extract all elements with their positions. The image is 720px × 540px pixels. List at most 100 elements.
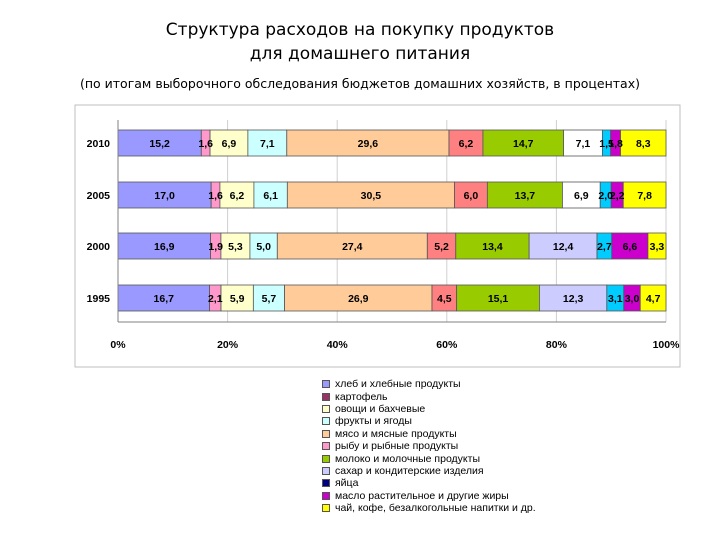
data-label: 2,1 bbox=[208, 293, 223, 305]
data-label: 2,0 bbox=[598, 190, 613, 202]
data-label: 1,8 bbox=[608, 138, 623, 150]
data-label: 15,2 bbox=[149, 138, 170, 150]
data-label: 17,0 bbox=[154, 190, 175, 202]
legend-item: чай, кофе, безалкогольные напитки и др. bbox=[322, 502, 536, 514]
legend-label: хлеб и хлебные продукты bbox=[335, 378, 461, 391]
bar-segment bbox=[647, 232, 667, 260]
chart-subtitle: (по итогам выборочного обследования бюдж… bbox=[79, 76, 640, 91]
data-label: 5,9 bbox=[230, 293, 245, 305]
legend-label: овощи и бахчевые bbox=[335, 402, 426, 415]
data-label: 1,6 bbox=[208, 190, 223, 202]
x-tick-label: 100% bbox=[653, 339, 681, 351]
data-label: 4,5 bbox=[437, 293, 452, 305]
legend-label: мясо и мясные продукты bbox=[335, 427, 457, 440]
data-label: 1,9 bbox=[208, 241, 223, 253]
data-label: 3,0 bbox=[625, 293, 640, 305]
legend-swatch bbox=[322, 442, 330, 451]
legend-label: рыбу и рыбные продукты bbox=[335, 440, 459, 453]
legend-label: чай, кофе, безалкогольные напитки и др. bbox=[335, 502, 536, 515]
legend-swatch bbox=[322, 404, 330, 413]
y-tick-label: 2000 bbox=[87, 241, 111, 253]
chart-title-line-1: Структура расходов на покупку продуктов bbox=[165, 20, 555, 40]
legend-swatch bbox=[322, 479, 330, 488]
bar-segment bbox=[431, 284, 458, 312]
legend-label: молоко и молочные продукты bbox=[335, 452, 480, 465]
data-label: 26,9 bbox=[348, 293, 369, 305]
data-label: 6,6 bbox=[623, 241, 638, 253]
data-label: 13,7 bbox=[515, 190, 536, 202]
bar-segment bbox=[117, 181, 212, 209]
data-label: 6,0 bbox=[464, 190, 479, 202]
legend-swatch bbox=[322, 429, 330, 438]
y-tick-label: 1995 bbox=[87, 293, 111, 305]
legend-swatch bbox=[322, 454, 330, 463]
data-label: 5,7 bbox=[262, 293, 277, 305]
legend-label: картофель bbox=[335, 390, 388, 403]
data-label: 1,6 bbox=[198, 138, 213, 150]
data-label: 7,1 bbox=[576, 138, 591, 150]
legend-swatch bbox=[322, 417, 330, 426]
labels-layer: 15,2 1,6 6,9 7,1 29,6 6,2 14,7 7,1 1,51,8 8,3 17,0… bbox=[149, 138, 664, 305]
bar-segment bbox=[426, 232, 457, 260]
bar-segment bbox=[482, 129, 564, 157]
data-label: 5,2 bbox=[434, 241, 449, 253]
bar-segment bbox=[220, 284, 254, 312]
data-label: 3,1 bbox=[608, 293, 623, 305]
bar-segment bbox=[622, 181, 667, 209]
data-label: 1,5 bbox=[599, 138, 614, 150]
legend-item: молоко и молочные продукты bbox=[322, 452, 536, 465]
legend-item: картофель bbox=[322, 390, 536, 403]
x-tick-label: 0% bbox=[110, 339, 126, 351]
data-label: 4,7 bbox=[646, 293, 661, 305]
stacked-bar-chart: 15,2 1,6 6,9 7,1 29,6 6,2 14,7 7,1 1,51,8 8,3 17,0… bbox=[74, 104, 681, 368]
legend-swatch bbox=[322, 466, 330, 475]
bar-segment bbox=[455, 232, 530, 260]
x-tick-label: 60% bbox=[436, 339, 458, 351]
x-tick-label: 40% bbox=[327, 339, 349, 351]
y-tick-label: 2005 bbox=[87, 190, 111, 202]
legend-item: сахар и кондитерские изделия bbox=[322, 465, 536, 477]
data-label: 8,3 bbox=[636, 138, 651, 150]
data-label: 2,7 bbox=[597, 241, 612, 253]
bar-segment bbox=[611, 232, 649, 260]
data-label: 30,5 bbox=[361, 190, 382, 202]
bar-segment bbox=[456, 284, 540, 312]
legend-item: рыбу и рыбные продукты bbox=[322, 440, 536, 452]
data-label: 6,2 bbox=[230, 190, 245, 202]
bar-segment bbox=[620, 129, 667, 157]
legend-label: масло растительное и другие жиры bbox=[335, 489, 509, 502]
bar-segment bbox=[247, 129, 288, 157]
data-label: 6,1 bbox=[263, 190, 278, 202]
chart-title-line-2: для домашнего питания bbox=[249, 44, 471, 64]
y-tick-label: 2010 bbox=[87, 138, 111, 150]
data-label: 6,2 bbox=[459, 138, 474, 150]
legend-label: сахар и кондитерские изделия bbox=[335, 464, 484, 477]
legend-item: мясо и мясные продукты bbox=[322, 428, 536, 440]
bar-segment bbox=[486, 181, 563, 209]
x-tick-label: 80% bbox=[546, 339, 568, 351]
bar-segment bbox=[639, 284, 667, 312]
bar-segment bbox=[209, 129, 249, 157]
legend-swatch bbox=[322, 380, 330, 389]
bar-segment bbox=[276, 232, 428, 260]
bar-segment bbox=[448, 129, 484, 157]
legend-item: овощи и бахчевые bbox=[322, 403, 536, 415]
data-label: 16,9 bbox=[154, 241, 175, 253]
bar-segment bbox=[563, 129, 603, 157]
legend-swatch bbox=[322, 392, 330, 401]
data-label: 12,3 bbox=[563, 293, 584, 305]
bars-layer bbox=[117, 129, 667, 312]
x-tick-label: 20% bbox=[217, 339, 239, 351]
bar-segment bbox=[286, 129, 450, 157]
data-label: 29,6 bbox=[358, 138, 379, 150]
data-label: 5,3 bbox=[228, 241, 243, 253]
plot-area-border bbox=[74, 104, 681, 368]
legend-swatch bbox=[322, 504, 330, 513]
legend-label: фрукты и ягоды bbox=[335, 415, 412, 428]
data-label: 12,4 bbox=[553, 241, 574, 253]
data-label: 14,7 bbox=[513, 138, 534, 150]
data-label: 16,7 bbox=[154, 293, 175, 305]
data-label: 2,2 bbox=[610, 190, 625, 202]
bar-segment bbox=[219, 181, 255, 209]
bar-segment bbox=[220, 232, 251, 260]
